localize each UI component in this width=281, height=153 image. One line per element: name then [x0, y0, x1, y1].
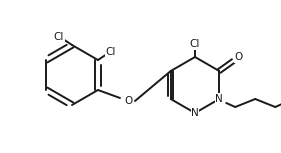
Text: Cl: Cl: [106, 47, 116, 57]
Text: N: N: [215, 94, 223, 104]
Text: O: O: [234, 52, 243, 62]
Text: Cl: Cl: [54, 32, 64, 42]
Text: Cl: Cl: [190, 39, 200, 49]
Text: N: N: [191, 108, 199, 118]
Text: O: O: [125, 96, 133, 106]
